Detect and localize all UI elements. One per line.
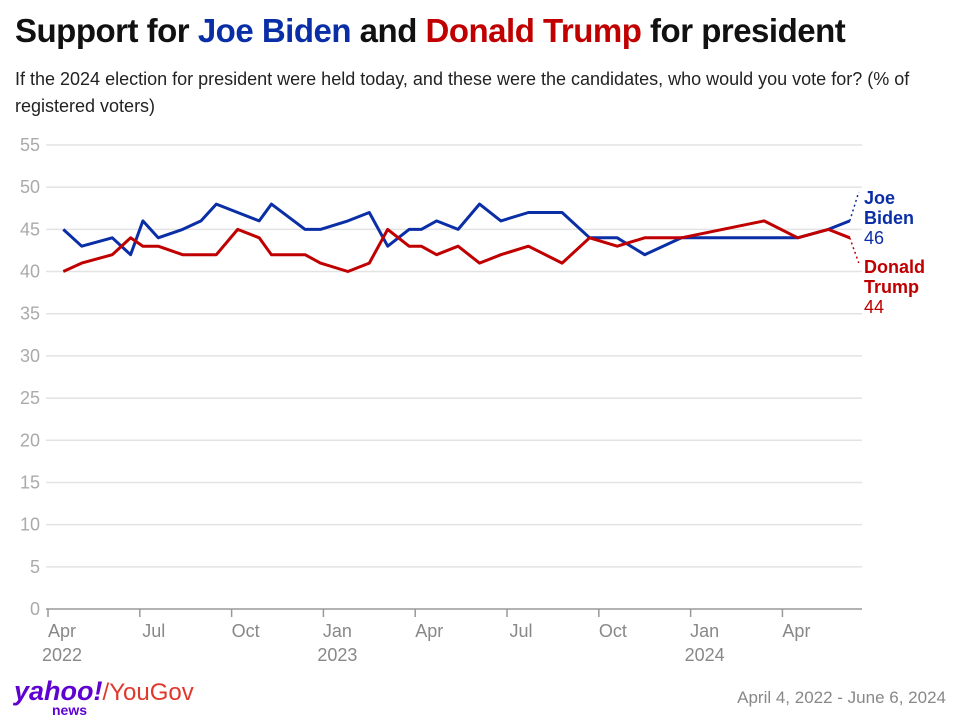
- title-suffix: for president: [641, 12, 846, 49]
- news-logo: news: [52, 702, 88, 718]
- series-last-value: 44: [864, 297, 884, 317]
- x-tick-year: 2023: [317, 645, 357, 665]
- y-tick-label: 15: [20, 472, 40, 492]
- date-range: April 4, 2022 - June 6, 2024: [737, 688, 946, 707]
- y-tick-label: 40: [20, 262, 40, 282]
- logo-separator: /: [102, 679, 110, 706]
- x-tick-label: Apr: [415, 621, 443, 641]
- title-trump: Donald Trump: [425, 12, 642, 49]
- x-tick-label: Jan: [323, 621, 352, 641]
- title-prefix: Support for: [15, 12, 198, 49]
- x-tick-label: Apr: [48, 621, 76, 641]
- series-last-value: 46: [864, 228, 884, 248]
- chart-subtitle: If the 2024 election for president were …: [15, 69, 910, 116]
- x-tick-label: Jan: [690, 621, 719, 641]
- x-tick-label: Jul: [142, 621, 165, 641]
- x-tick-year: 2024: [685, 645, 725, 665]
- x-tick-label: Oct: [232, 621, 260, 641]
- yougov-logo: YouGov: [109, 679, 194, 706]
- y-tick-label: 30: [20, 346, 40, 366]
- y-tick-label: 55: [20, 135, 40, 155]
- chart-title: Support for Joe Biden and Donald Trump f…: [15, 12, 846, 50]
- y-tick-label: 50: [20, 177, 40, 197]
- x-tick-label: Oct: [599, 621, 627, 641]
- x-tick-label: Jul: [510, 621, 533, 641]
- y-tick-label: 10: [20, 515, 40, 535]
- y-tick-label: 20: [20, 430, 40, 450]
- series-label: Donald: [864, 257, 925, 277]
- series-label: Biden: [864, 208, 914, 228]
- x-tick-label: Apr: [782, 621, 810, 641]
- title-biden: Joe Biden: [197, 12, 352, 49]
- y-tick-label: 0: [30, 599, 40, 619]
- yahoo-yougov-logo: yahoo!/YouGov news: [14, 676, 194, 718]
- label-leader: [849, 191, 860, 222]
- y-tick-label: 35: [20, 304, 40, 324]
- title-mid: and: [351, 12, 426, 49]
- y-tick-label: 5: [30, 557, 40, 577]
- y-tick-label: 45: [20, 219, 40, 239]
- series-label: Joe: [864, 188, 895, 208]
- series-label: Trump: [864, 277, 919, 297]
- x-tick-year: 2022: [42, 645, 82, 665]
- yahoo-logo: yahoo!: [14, 676, 103, 706]
- y-tick-label: 25: [20, 388, 40, 408]
- label-leader: [849, 237, 860, 264]
